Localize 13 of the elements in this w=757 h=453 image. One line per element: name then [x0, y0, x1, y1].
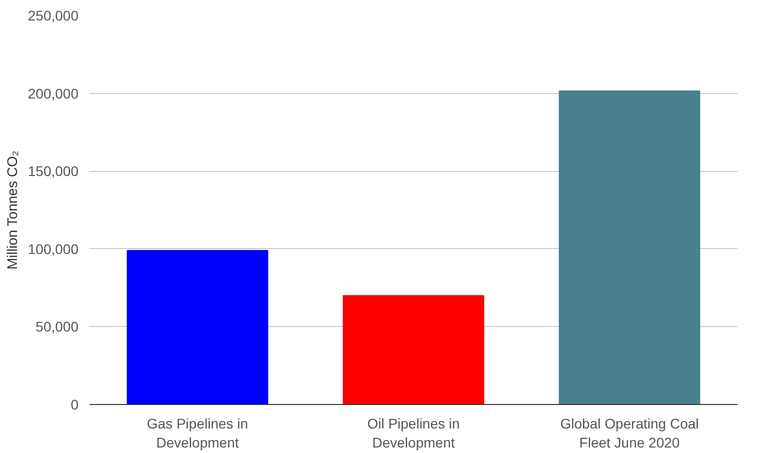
x-tick-label: Oil Pipelines in Development: [367, 416, 460, 451]
y-tick-label: 150,000: [28, 163, 79, 180]
y-tick-label: 0: [70, 396, 79, 412]
y-axis-title: Million Tonnes CO₂: [4, 150, 20, 270]
bar: [558, 90, 700, 404]
y-tick-label: 50,000: [36, 318, 79, 335]
y-tick-label: 250,000: [28, 8, 79, 24]
x-tick-label: Global Operating Coal Fleet June 2020: [560, 416, 699, 451]
bar: [126, 250, 268, 404]
y-tick-label: 200,000: [28, 85, 79, 102]
bar: [342, 295, 484, 404]
x-tick-label: Gas Pipelines in Development: [146, 416, 248, 451]
y-tick-label: 100,000: [28, 240, 79, 257]
